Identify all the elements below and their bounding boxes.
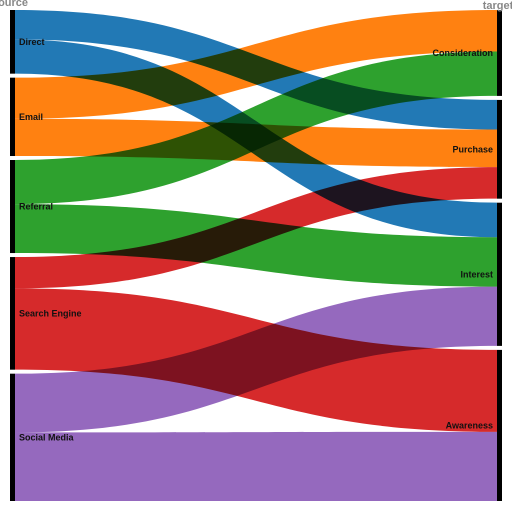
sankey-labels: Direct Email Referral Search Engine Social M… — [19, 37, 493, 443]
target-node-consideration — [497, 10, 502, 96]
target-label-awareness: Awareness — [446, 420, 493, 430]
link-social-media-to-interest — [15, 286, 497, 433]
source-label-referral: Referral — [19, 202, 53, 212]
target-column-title: target — [483, 0, 512, 12]
sankey-nodes — [10, 10, 502, 501]
target-label-purchase: Purchase — [452, 144, 493, 154]
source-node-social-media — [10, 373, 15, 501]
target-node-awareness — [497, 349, 502, 501]
link-search-engine-to-purchase — [15, 167, 497, 289]
source-label-direct: Direct — [19, 37, 45, 47]
source-node-email — [10, 77, 15, 157]
source-node-direct — [10, 10, 15, 74]
source-label-search-engine: Search Engine — [19, 308, 82, 318]
target-node-purchase — [497, 99, 502, 199]
link-email-to-consideration — [15, 10, 497, 119]
target-label-consideration: Consideration — [432, 48, 493, 58]
link-referral-to-consideration — [15, 51, 497, 205]
sankey-links — [15, 10, 497, 501]
source-label-email: Email — [19, 112, 43, 122]
source-node-referral — [10, 160, 15, 254]
link-referral-to-interest — [15, 204, 497, 287]
source-label-social-media: Social Media — [19, 432, 75, 442]
link-social-media-to-awareness — [15, 431, 497, 501]
target-label-interest: Interest — [460, 269, 493, 279]
target-node-interest — [497, 202, 502, 346]
source-node-search-engine — [10, 257, 15, 370]
